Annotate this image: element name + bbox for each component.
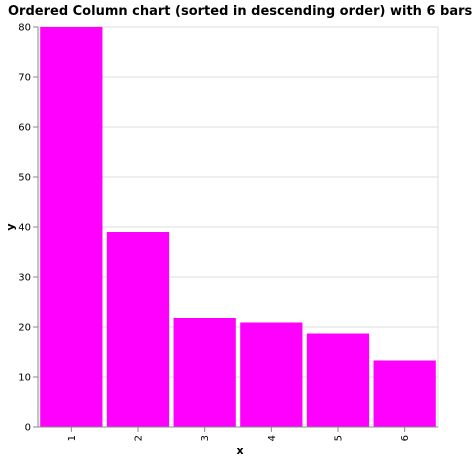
bar-5 [306, 333, 370, 427]
x-tick-label: 6 [400, 435, 411, 441]
axes: 0 10 20 30 40 50 60 70 80 1 2 3 4 5 6 [18, 23, 438, 441]
bar-6 [373, 360, 436, 427]
y-tick-label: 40 [18, 223, 31, 234]
x-tick-label: 1 [67, 435, 78, 441]
bar-2 [106, 232, 170, 427]
x-tick-label: 3 [200, 435, 211, 441]
y-tick-label: 10 [18, 373, 31, 384]
y-tick-label: 50 [18, 173, 31, 184]
x-axis-title: x [236, 444, 243, 457]
x-tick-label: 4 [267, 435, 278, 441]
bar-1 [40, 27, 103, 427]
chart-title: Ordered Column chart (sorted in descendi… [8, 4, 473, 19]
bar-4 [240, 322, 303, 427]
x-tick-label: 5 [334, 435, 345, 441]
y-tick-label: 0 [25, 423, 31, 434]
y-tick-label: 80 [18, 23, 31, 34]
y-tick-label: 60 [18, 123, 31, 134]
x-tick-label: 2 [134, 435, 145, 441]
y-tick-label: 70 [18, 73, 31, 84]
grid-lines [38, 26, 439, 428]
y-axis-title: y [4, 223, 17, 230]
y-tick-label: 20 [18, 323, 31, 334]
bar-3 [173, 318, 236, 427]
bars [40, 27, 436, 427]
y-tick-label: 30 [18, 273, 31, 284]
